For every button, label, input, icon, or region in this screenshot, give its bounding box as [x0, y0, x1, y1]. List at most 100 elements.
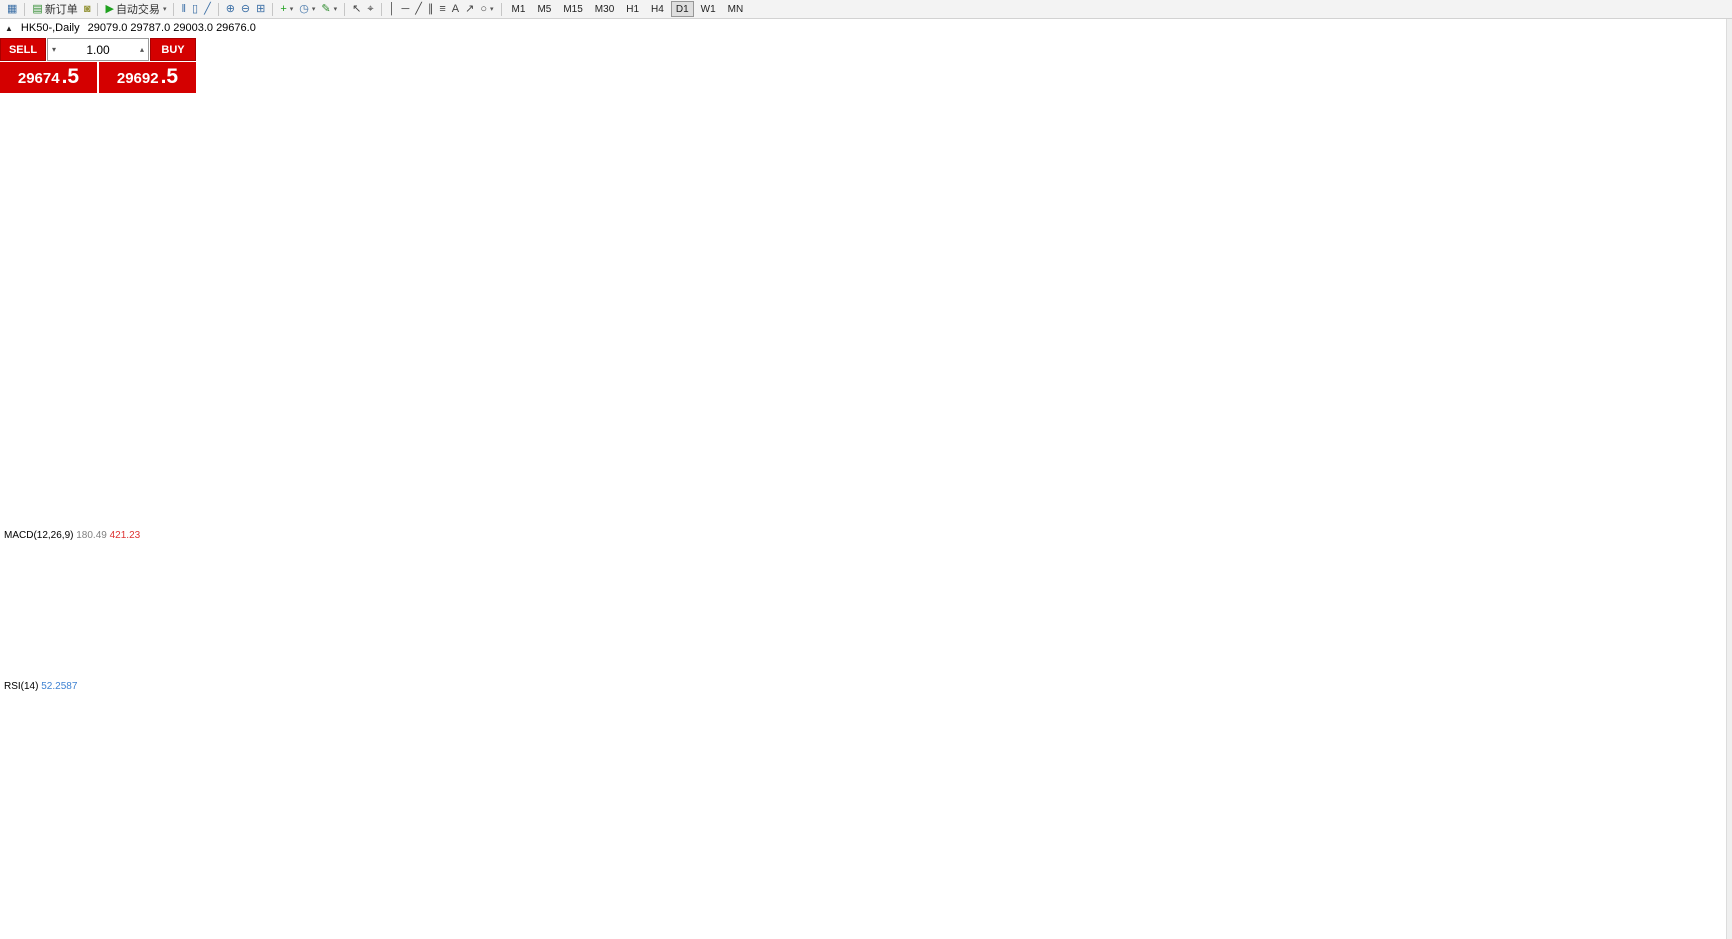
timeframe-m5[interactable]: M5	[537, 4, 552, 15]
text-icon: A	[451, 2, 460, 15]
macd-indicator-label: MACD(12,26,9) 180.49 421.23	[4, 530, 140, 541]
sell-button[interactable]: SELL	[0, 38, 46, 61]
horizontal-line-button[interactable]: ─	[398, 1, 412, 18]
sell-price-main: 29674	[17, 70, 60, 87]
channel-icon: ∥	[427, 2, 434, 15]
rsi-indicator-label: RSI(14) 52.2587	[4, 681, 77, 692]
sell-price-frac: .5	[61, 65, 80, 88]
rsi-name: RSI(14)	[4, 681, 39, 692]
tile-windows-icon: ⊞	[256, 2, 266, 15]
chevron-down-icon: ▾	[333, 6, 338, 13]
new-order-icon: ▤	[32, 2, 43, 15]
ohlc-values: 29079.0 29787.0 29003.0 29676.0	[87, 22, 256, 34]
macd-main-value: 180.49	[76, 530, 107, 541]
auto-trading-button[interactable]: ▶ 自动交易 ▾	[102, 1, 169, 18]
new-chart-icon: ▦	[7, 2, 18, 15]
shapes-icon: ○	[480, 2, 488, 15]
toolbar-separator	[380, 2, 382, 16]
timeframe-m1[interactable]: M1	[511, 4, 526, 15]
buy-button[interactable]: BUY	[150, 38, 196, 61]
toolbar-separator	[97, 2, 99, 16]
channel-button[interactable]: ∥	[425, 1, 437, 18]
main-chart[interactable]	[0, 19, 1732, 527]
arrows-button[interactable]: ↗	[462, 1, 477, 18]
shapes-button[interactable]: ○ ▾	[477, 1, 496, 18]
toolbar-separator	[344, 2, 346, 16]
toolbar-separator	[173, 2, 175, 16]
macd-name: MACD(12,26,9)	[4, 530, 74, 541]
auto-trading-icon: ▶	[105, 2, 114, 15]
timeframe-m30[interactable]: M30	[594, 4, 615, 15]
vertical-line-icon: │	[388, 2, 396, 15]
line-chart-button[interactable]: ╱	[201, 1, 214, 18]
buy-price[interactable]: 29692.5	[99, 62, 196, 93]
trendline-button[interactable]: ╱	[412, 1, 425, 18]
crosshair-button[interactable]: ⌖	[364, 1, 376, 18]
timeframe-m15[interactable]: M15	[563, 4, 583, 15]
chevron-down-icon: ▾	[311, 6, 316, 13]
timeframe-w1[interactable]: W1	[700, 4, 716, 15]
new-order-button[interactable]: ▤ 新订单	[29, 1, 80, 18]
history-center-icon[interactable]: ◙	[81, 1, 94, 18]
indicators-icon: +	[280, 2, 287, 15]
macd-panel[interactable]	[0, 527, 1732, 678]
volume-up-icon[interactable]: ▴	[139, 45, 144, 54]
trendline-icon: ╱	[415, 2, 422, 15]
volume-down-icon[interactable]: ▾	[52, 45, 57, 54]
text-button[interactable]: A	[449, 1, 462, 18]
macd-signal-value: 421.23	[109, 530, 141, 541]
buy-price-frac: .5	[160, 65, 179, 88]
one-click-trading-panel: SELL ▾ 1.00 ▴ BUY 29674.5 29692.5	[0, 38, 196, 93]
timeframe-h4[interactable]: H4	[651, 4, 664, 15]
volume-value[interactable]: 1.00	[86, 42, 110, 57]
chevron-down-icon: ▾	[162, 6, 167, 13]
new-order-button-label: 新订单	[44, 4, 78, 16]
crosshair-icon: ⌖	[367, 2, 374, 15]
zoom-out-button[interactable]: ⊖	[238, 1, 253, 18]
arrows-icon: ↗	[465, 2, 475, 15]
bar-chart-button[interactable]: ‖	[178, 1, 189, 18]
toolbar-separator	[500, 2, 502, 16]
chevron-down-icon: ▾	[289, 6, 294, 13]
templates-icon: ✎	[321, 2, 331, 15]
toolbar-separator	[24, 2, 26, 16]
timeframe-d1[interactable]: D1	[670, 1, 694, 17]
periods-icon: ◷	[299, 2, 309, 15]
toolbar: ▦ ▤ 新订单 ◙ ▶ 自动交易 ▾ ‖ ▯ ╱ ⊕ ⊖ ⊞ + ▾ ◷ ▾ ✎ ▾ ↖ ⌖ │ ─ ╱ ∥ ≡ A ↗ ○ ▾ M1 M5 M…	[0, 0, 1732, 19]
fibonacci-button[interactable]: ≡	[436, 1, 448, 18]
history-center-icon-icon: ◙	[83, 2, 91, 15]
timeframe-mn[interactable]: MN	[727, 4, 744, 15]
toolbar-separator	[217, 2, 219, 16]
periods-button[interactable]: ◷ ▾	[296, 1, 318, 18]
vertical-scrollbar[interactable]	[1726, 19, 1732, 939]
sell-price[interactable]: 29674.5	[0, 62, 97, 93]
zoom-out-icon: ⊖	[240, 2, 251, 15]
one-click-toggle-icon[interactable]: ▲	[5, 23, 13, 33]
vertical-line-button[interactable]: │	[386, 1, 399, 18]
cursor-icon: ↖	[352, 2, 362, 15]
tile-windows-button[interactable]: ⊞	[253, 1, 268, 18]
new-chart-button[interactable]: ▦	[4, 1, 20, 18]
fibonacci-icon: ≡	[439, 2, 446, 15]
chevron-down-icon: ▾	[490, 6, 494, 13]
bar-chart-icon: ‖	[181, 2, 186, 15]
auto-trading-button-label: 自动交易	[115, 4, 160, 16]
symbol-period-label: HK50-,Daily	[20, 22, 80, 34]
volume-spinner[interactable]: ▾ 1.00 ▴	[47, 38, 149, 61]
zoom-in-button[interactable]: ⊕	[223, 1, 238, 18]
time-axis[interactable]	[0, 838, 1732, 864]
zoom-in-icon: ⊕	[225, 2, 235, 15]
rsi-value: 52.2587	[41, 681, 78, 692]
horizontal-line-icon: ─	[401, 2, 410, 15]
timeframe-h1[interactable]: H1	[626, 4, 640, 15]
chart-symbol-info: ▲ HK50-,Daily 29079.0 29787.0 29003.0 29…	[5, 22, 256, 34]
templates-button[interactable]: ✎ ▾	[318, 1, 340, 18]
rsi-panel[interactable]	[0, 678, 1732, 838]
candlestick-chart-button[interactable]: ▯	[189, 1, 201, 18]
candlestick-chart-icon: ▯	[192, 2, 199, 15]
indicators-button[interactable]: + ▾	[277, 1, 296, 18]
buy-price-main: 29692	[116, 70, 159, 87]
line-chart-icon: ╱	[204, 2, 211, 15]
toolbar-separator	[272, 2, 274, 16]
cursor-button[interactable]: ↖	[349, 1, 364, 18]
